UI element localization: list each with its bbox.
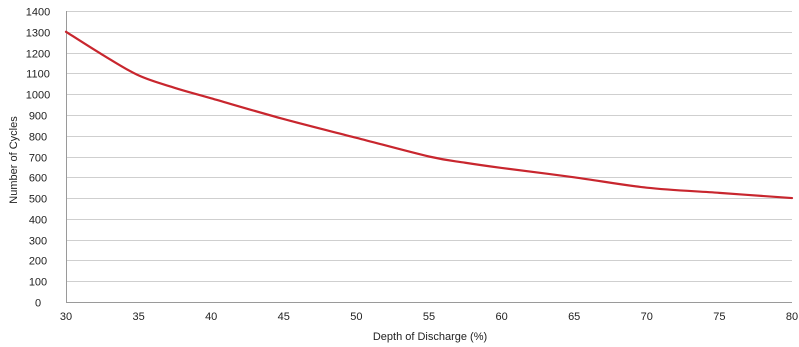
y-tick-label: 500 [29, 194, 47, 206]
axes [66, 11, 792, 303]
x-tick-label: 55 [423, 311, 435, 323]
y-tick-label: 0 [35, 298, 41, 310]
x-tick-label: 30 [60, 311, 72, 323]
y-tick-label: 700 [29, 153, 47, 165]
gridlines [66, 11, 792, 282]
y-tick-label: 400 [29, 215, 47, 227]
x-tick-label: 35 [132, 311, 144, 323]
x-tick-label: 50 [350, 311, 362, 323]
y-tick-label: 300 [29, 236, 47, 248]
series-line [64, 30, 794, 200]
y-tick-label: 1300 [26, 28, 50, 40]
x-tick-label: 45 [278, 311, 290, 323]
x-tick-labels: 30 35 40 45 50 55 60 65 70 75 80 [60, 311, 798, 323]
x-tick-label: 70 [641, 311, 653, 323]
y-tick-label: 1000 [26, 90, 50, 102]
x-tick-label: 75 [713, 311, 725, 323]
x-tick-label: 40 [205, 311, 217, 323]
y-tick-label: 600 [29, 173, 47, 185]
y-tick-label: 800 [29, 132, 47, 144]
y-tick-label: 1100 [26, 69, 50, 81]
y-axis-label: Number of Cycles [8, 116, 20, 204]
y-tick-labels: 0 100 200 300 400 500 600 700 800 900 1000 1100 1200… [26, 7, 50, 310]
y-tick-label: 1400 [26, 7, 50, 19]
y-tick-label: 1200 [26, 49, 50, 61]
x-tick-label: 80 [786, 311, 798, 323]
y-tick-label: 900 [29, 111, 47, 123]
y-tick-label: 100 [29, 277, 47, 289]
x-axis-label: Depth of Discharge (%) [373, 331, 487, 343]
x-tick-label: 60 [495, 311, 507, 323]
x-tick-label: 65 [568, 311, 580, 323]
series-lines [64, 30, 794, 200]
y-tick-label: 200 [29, 256, 47, 268]
